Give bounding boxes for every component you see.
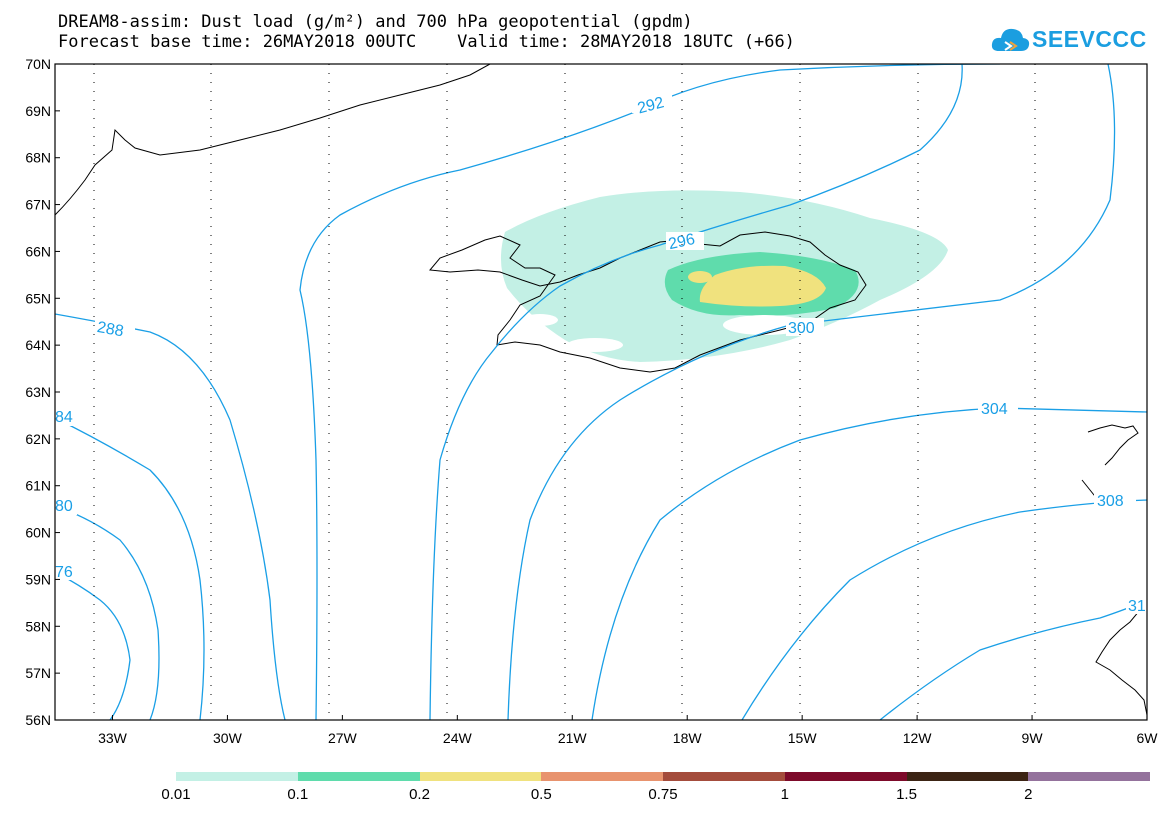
lon-tick-label: 15W xyxy=(788,730,818,746)
lat-tick-label: 70N xyxy=(25,56,51,72)
contour-292 xyxy=(299,64,1001,720)
longitude-axis: 33W 30W 27W 24W 21W 18W 15W 12W 9W 6W xyxy=(98,715,1158,746)
contour-284 xyxy=(55,417,205,720)
lon-tick-label: 6W xyxy=(1137,730,1159,746)
scotland-coast xyxy=(1095,599,1147,716)
seevccc-logo: SEEVCCC xyxy=(990,20,1146,60)
contour-label-284: 84 xyxy=(55,409,73,426)
lon-tick-label: 30W xyxy=(213,730,243,746)
colorbar-swatch xyxy=(176,772,298,781)
lat-tick-label: 65N xyxy=(25,290,51,306)
lon-tick-label: 33W xyxy=(98,730,128,746)
contour-288 xyxy=(55,313,286,720)
colorbar-label: 1.5 xyxy=(896,786,917,803)
map-title: DREAM8-assim: Dust load (g/m²) and 700 h… xyxy=(58,12,693,32)
colorbar-label: 0.01 xyxy=(161,786,191,803)
contour-label-276: 76 xyxy=(55,564,73,581)
lat-tick-label: 63N xyxy=(25,384,51,400)
colorbar-swatch xyxy=(1028,772,1150,781)
lon-tick-label: 18W xyxy=(673,730,703,746)
dust-clear-patch xyxy=(567,338,623,352)
colorbar-label: 1 xyxy=(780,786,789,803)
contour-280 xyxy=(55,505,160,720)
lat-tick-label: 58N xyxy=(25,618,51,634)
lat-tick-label: 62N xyxy=(25,431,51,447)
colorbar-label: 0.1 xyxy=(287,786,309,803)
latitude-axis: 70N 69N 68N 67N 66N 65N 64N 63N 62N 61N 60N 59N 58N 5… xyxy=(25,56,60,728)
contour-label-288: 288 xyxy=(96,319,125,340)
contour-labels: 292 288 84 80 76 296 300 304 308 31 xyxy=(55,94,1147,615)
map-frame xyxy=(54,63,1148,721)
dust-clear-patch xyxy=(522,314,558,326)
lat-tick-label: 56N xyxy=(25,712,51,728)
iceland-coast xyxy=(429,231,867,373)
lat-tick-label: 66N xyxy=(25,243,51,259)
cloud-icon xyxy=(991,28,1030,51)
logo-text: SEEVCCC xyxy=(1032,26,1147,52)
colorbar-label: 0.5 xyxy=(530,786,552,803)
contour-label-308: 308 xyxy=(1097,493,1124,510)
colorbar-swatch xyxy=(297,772,420,781)
contour-label-292: 292 xyxy=(636,94,666,117)
lon-tick-label: 12W xyxy=(903,730,933,746)
lon-tick-label: 9W xyxy=(1022,730,1044,746)
geopotential-contours xyxy=(55,64,1147,720)
colorbar-label: 0.75 xyxy=(648,786,678,803)
lon-tick-label: 21W xyxy=(558,730,588,746)
contour-296 xyxy=(429,64,963,720)
colorbar-swatch xyxy=(663,772,785,781)
dust-layer xyxy=(500,190,948,362)
contour-label-300: 300 xyxy=(788,320,815,337)
colorbar-label: 2 xyxy=(1024,786,1033,803)
contour-308 xyxy=(741,499,1147,720)
contour-312 xyxy=(879,599,1147,720)
lat-tick-label: 61N xyxy=(25,478,51,494)
lat-tick-label: 67N xyxy=(25,197,51,213)
lat-tick-label: 59N xyxy=(25,571,51,587)
colorbar-swatch xyxy=(906,772,1029,781)
lat-tick-label: 60N xyxy=(25,525,51,541)
map-subtitle: Forecast base time: 26MAY2018 00UTC Vali… xyxy=(58,32,795,52)
colorbar-swatch xyxy=(784,772,907,781)
lat-tick-label: 64N xyxy=(25,337,51,353)
lat-tick-label: 68N xyxy=(25,150,51,166)
contour-276 xyxy=(55,571,131,720)
colorbar-swatch xyxy=(541,772,663,781)
faroe-coast xyxy=(1087,424,1139,466)
greenland-coast xyxy=(55,64,491,216)
colorbar xyxy=(176,772,1150,781)
lon-tick-label: 27W xyxy=(328,730,358,746)
lon-tick-label: 24W xyxy=(443,730,473,746)
colorbar-label: 0.2 xyxy=(409,786,430,803)
contour-label-280: 80 xyxy=(55,498,73,515)
dust-level-0.2 xyxy=(699,265,826,307)
dust-level-0.2 xyxy=(688,271,712,283)
contour-label-296: 296 xyxy=(667,231,697,253)
contour-label-304: 304 xyxy=(981,401,1008,418)
lat-tick-label: 57N xyxy=(25,665,51,681)
colorbar-swatch xyxy=(419,772,542,781)
contour-label-312: 31 xyxy=(1128,598,1146,615)
coastlines xyxy=(55,64,1147,716)
lat-tick-label: 69N xyxy=(25,103,51,119)
contour-304 xyxy=(591,407,1147,720)
